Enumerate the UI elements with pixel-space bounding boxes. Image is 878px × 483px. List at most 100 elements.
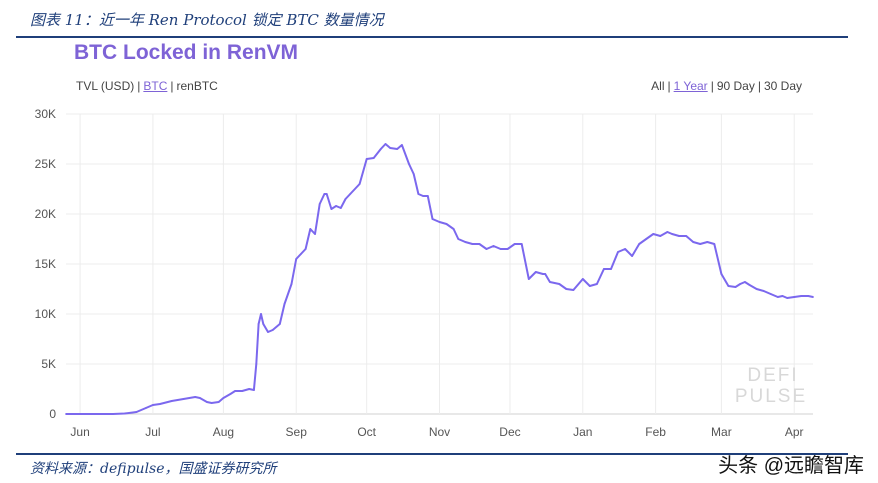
data-point [748,284,751,286]
x-tick-label: Jul [145,425,160,439]
data-point [262,323,265,325]
y-tick-label: 30K [35,107,56,121]
data-point [278,323,281,325]
data-point [365,158,368,160]
data-point [267,331,269,333]
data-point [217,401,220,403]
y-tick-label: 0 [49,407,56,421]
figure-caption: 图表 11：近一年 Ren Protocol 锁定 BTC 数量情况 [30,11,384,29]
data-point [330,208,333,210]
data-point [194,396,197,398]
tab-btc[interactable]: BTC [143,79,168,93]
y-axis-ticks: 0 5K 10K 15K 20K 25K 30K [35,107,57,421]
data-point [123,412,126,415]
data-point [304,248,307,250]
data-point [603,268,605,270]
tab-1-year[interactable]: 1 Year [673,79,708,93]
data-point [426,195,429,197]
data-point [558,283,561,285]
data-point [248,388,251,390]
data-point [565,288,568,290]
data-point [713,243,716,245]
data-point [290,283,293,285]
data-point [257,323,260,325]
data-point [159,403,161,405]
data-point [135,411,138,413]
y-tick-label: 25K [35,157,56,171]
data-point [170,400,173,402]
data-point [485,248,488,250]
data-point [807,295,810,297]
data-point [492,245,495,247]
data-point [464,241,467,243]
data-point [499,248,502,250]
data-point [372,157,375,159]
data-point [229,393,232,395]
data-point [384,143,387,145]
data-point [339,207,342,209]
source-note: 资料来源：defipulse，国盛证券研究所 [30,461,277,477]
data-point [706,241,709,243]
data-point [152,404,154,406]
data-point [145,407,147,409]
chart-watermark-line-2: PULSE [735,386,807,407]
range-tabs: All | 1 Year | 90 Day | 30 Day [651,79,802,93]
data-point [323,193,326,195]
data-point [685,235,688,237]
data-point [527,278,530,280]
x-tick-label: Aug [213,425,234,439]
data-point [417,193,420,195]
data-point [318,203,321,205]
data-point [457,238,460,240]
data-point [358,183,361,185]
y-tick-label: 10K [35,307,56,321]
data-point [314,233,316,235]
data-point [401,144,403,146]
chart-watermark-line-1: DEFI [747,365,798,386]
data-point [776,296,779,298]
data-point [692,241,695,243]
data-point [478,243,481,245]
tab-all[interactable]: All [651,79,665,93]
data-point [438,221,441,223]
data-point [645,238,648,240]
data-point [379,148,382,150]
data-point [617,251,619,253]
data-point [88,413,91,415]
data-point [534,271,537,273]
data-point [513,243,516,245]
data-point [452,228,455,230]
data-point [671,233,673,235]
data-point [800,295,803,297]
data-point [112,413,114,415]
data-point [199,397,201,399]
data-point [344,198,347,200]
x-tick-label: Jan [573,425,592,439]
data-point [182,398,185,400]
data-point [255,363,258,365]
x-tick-label: Dec [499,425,520,439]
data-point [271,329,274,331]
data-point [234,390,237,392]
data-point [520,243,523,245]
y-tick-label: 20K [35,207,56,221]
x-tick-label: Feb [645,425,666,439]
data-point [596,283,598,285]
data-point [812,296,814,298]
tab-renbtc[interactable]: renBTC [176,79,218,93]
data-point [755,288,758,290]
chart-title: BTC Locked in RenVM [74,41,299,64]
y-tick-label: 5K [41,357,56,371]
data-point [624,248,626,250]
data-point [666,231,669,233]
data-point [744,281,746,283]
tab-90-day[interactable]: 90 Day [716,79,755,93]
data-point [699,243,702,245]
tab-30-day[interactable]: 30 Day [763,79,802,93]
tab-tvl-usd[interactable]: TVL (USD) [76,79,135,93]
data-point [652,233,655,235]
x-tick-label: Oct [357,425,376,439]
data-point [659,235,662,237]
x-tick-label: Mar [711,425,732,439]
data-point [549,281,551,283]
